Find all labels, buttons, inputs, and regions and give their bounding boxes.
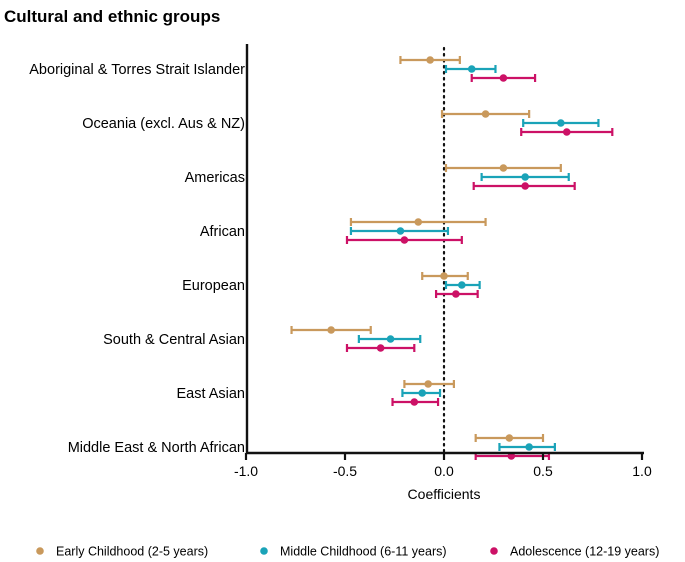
- data-point: [458, 281, 466, 289]
- category-label: Oceania (excl. Aus & NZ): [82, 116, 245, 132]
- data-point: [557, 119, 565, 127]
- data-point: [562, 128, 571, 136]
- data-point: [499, 164, 508, 172]
- data-point: [499, 74, 508, 82]
- legend-marker: [36, 547, 44, 555]
- plot-marks: [290, 46, 614, 460]
- data-point: [386, 335, 395, 343]
- data-point: [440, 272, 448, 280]
- x-tick-label: 1.0: [632, 463, 652, 479]
- legend-label: Early Childhood (2-5 years): [56, 545, 208, 559]
- data-point: [521, 182, 529, 190]
- legend-marker: [260, 547, 268, 555]
- data-point: [481, 110, 490, 118]
- data-point: [505, 434, 514, 442]
- x-tick-label: 0.5: [533, 463, 553, 479]
- category-label: East Asian: [176, 386, 245, 402]
- category-labels: Aboriginal & Torres Strait Islander Ocean…: [29, 62, 245, 456]
- x-tick-label: -0.5: [333, 463, 357, 479]
- data-point: [376, 344, 385, 352]
- data-point: [521, 173, 529, 181]
- x-axis-title: Coefficients: [408, 486, 481, 502]
- data-point: [467, 65, 476, 73]
- legend-label: Adolescence (12-19 years): [510, 545, 659, 559]
- legend-label: Middle Childhood (6-11 years): [280, 545, 447, 559]
- category-label: South & Central Asian: [103, 332, 245, 348]
- category-label: European: [182, 278, 245, 294]
- chart-title: Cultural and ethnic groups: [4, 7, 220, 26]
- data-point: [410, 398, 419, 406]
- category-label: Middle East & North African: [68, 440, 245, 456]
- category-label: African: [200, 224, 245, 240]
- legend-marker: [490, 547, 498, 555]
- axes: -1.0 -0.5 0.0 0.5 1.0: [234, 44, 652, 479]
- data-point: [452, 290, 460, 298]
- data-point: [525, 443, 533, 451]
- category-label: Americas: [185, 170, 245, 186]
- data-point: [396, 227, 405, 235]
- data-point: [418, 389, 427, 397]
- data-point: [414, 218, 423, 226]
- data-point: [424, 380, 432, 388]
- x-tick-label: -1.0: [234, 463, 258, 479]
- data-point: [327, 326, 335, 334]
- legend: Early Childhood (2-5 years) Middle Childh…: [36, 545, 659, 559]
- x-tick-label: 0.0: [434, 463, 454, 479]
- data-point: [400, 236, 409, 244]
- category-label: Aboriginal & Torres Strait Islander: [29, 62, 245, 78]
- data-point: [426, 56, 434, 64]
